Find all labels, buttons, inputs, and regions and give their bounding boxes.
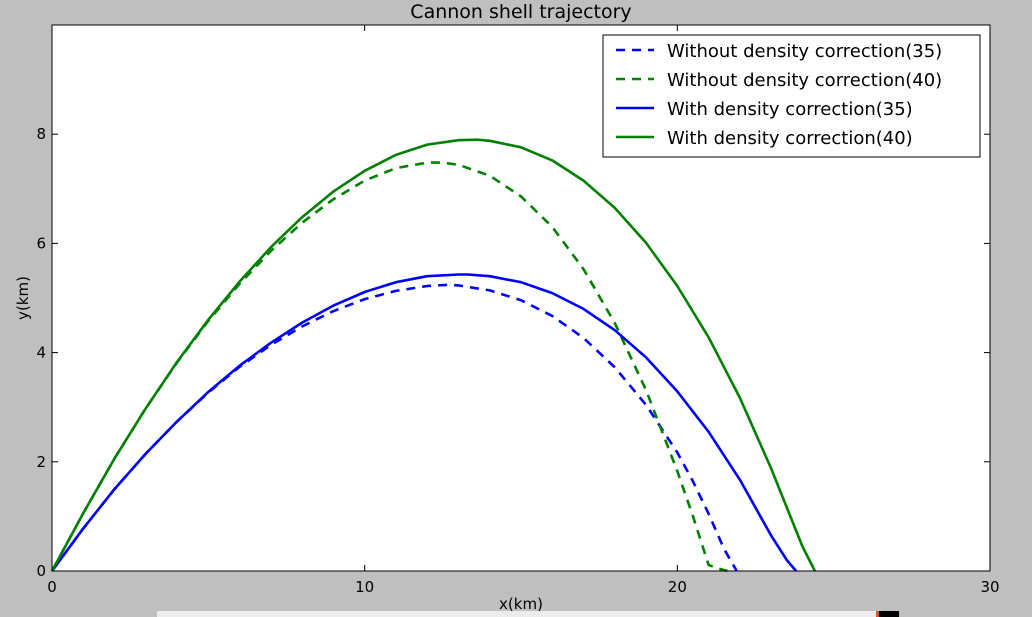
y-tick-label-3: 6 (36, 234, 46, 252)
x-axis-label: x(km) (499, 595, 543, 613)
series-line-1 (50, 161, 728, 573)
plot-frame (51, 24, 991, 572)
x-tick-label-1: 10 (355, 578, 374, 596)
bottom-strip (157, 611, 877, 617)
y-axis-label: y(km) (14, 276, 32, 320)
series-layer (50, 138, 817, 573)
series-line-3 (50, 138, 817, 572)
x-tick-label-0: 0 (47, 578, 57, 596)
chart-title: Cannon shell trajectory (410, 1, 631, 23)
y-tick-label-0: 0 (36, 562, 46, 580)
legend-entries: Without density correction(35) Without de… (616, 41, 942, 149)
bottom-strip-block (879, 611, 899, 617)
legend-label-0: Without density correction(35) (667, 41, 942, 62)
legend-label-1: Without density correction(40) (667, 70, 942, 91)
y-tick-label-2: 4 (36, 344, 46, 362)
x-tick-label-2: 20 (668, 578, 687, 596)
y-tick-label-4: 8 (36, 125, 46, 143)
y-tick-label-1: 2 (36, 453, 46, 471)
legend-label-3: With density correction(40) (667, 128, 913, 149)
legend: Without density correction(35) Without de… (602, 34, 981, 158)
x-tick-label-3: 30 (980, 578, 999, 596)
series-line-2 (50, 273, 798, 572)
bottom-strip-accent (876, 611, 879, 617)
legend-label-2: With density correction(35) (667, 99, 913, 120)
tick-layer: 0 10 20 30 0 2 4 6 8 (36, 25, 1000, 596)
legend-box (602, 34, 981, 158)
